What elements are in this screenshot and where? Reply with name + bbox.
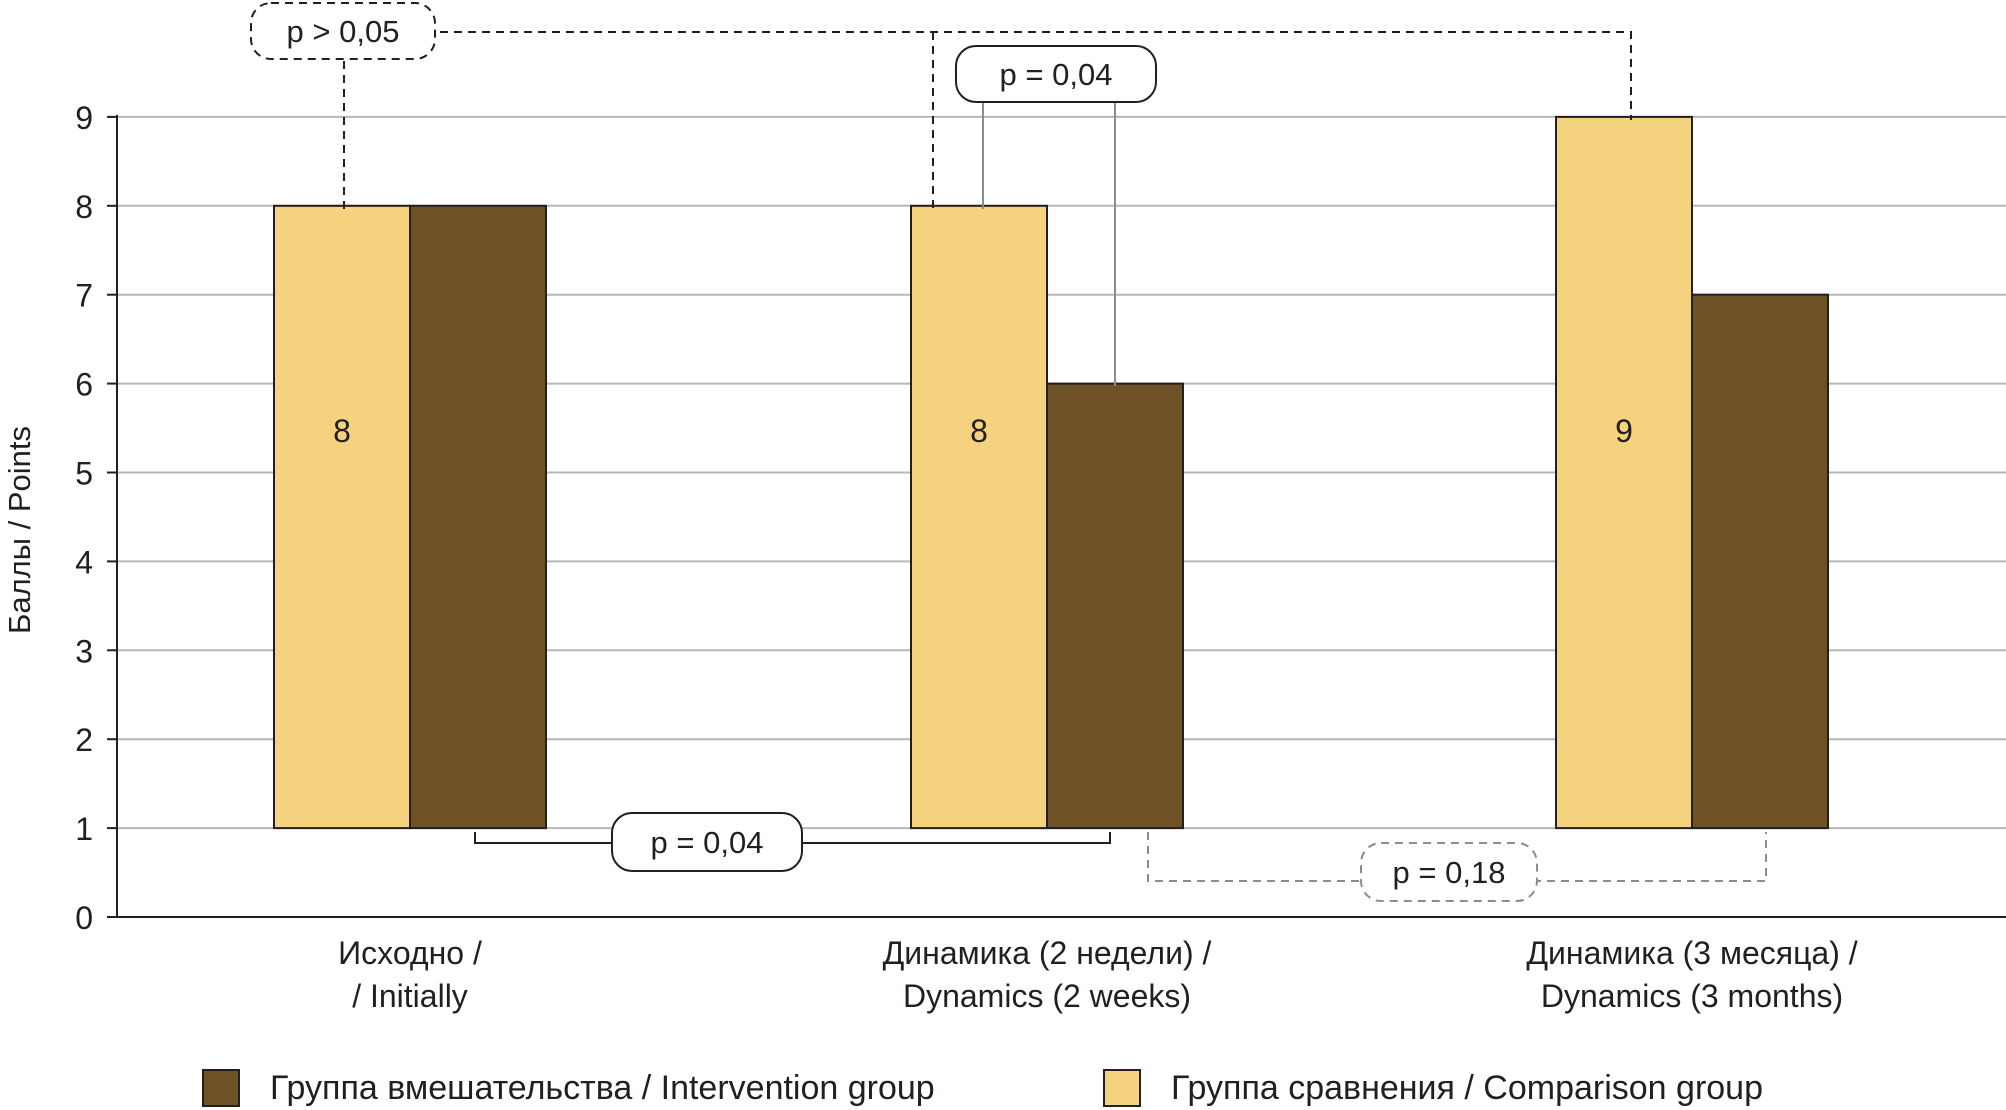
bar-intervention [1046,382,1184,830]
y-axis: 0 1 2 3 4 5 6 7 8 9 [75,100,118,936]
bar-comparison [910,204,1048,830]
y-tick-label: 9 [75,100,93,136]
bars: 8 8 9 [273,115,1829,830]
legend-swatch-intervention [202,1069,240,1107]
significance-annotations: p > 0,05 p = 0,04 p = 0,04 p = 0,18 [250,2,1767,902]
bar-comparison [273,204,411,830]
bracket-line [440,31,1632,120]
data-label: 8 [333,413,351,449]
x-tick-label: Исходно / [338,935,482,971]
legend-label-intervention: Группа вмешательства / Intervention grou… [270,1068,935,1107]
x-tick-label: Dynamics (3 months) [1541,978,1843,1014]
bar-intervention [409,204,547,830]
legend-label-comparison: Группа сравнения / Comparison group [1171,1068,1763,1107]
data-label: 9 [1615,413,1633,449]
y-axis-label: Баллы / Points [2,426,37,634]
p-value-box [611,812,803,872]
y-tick-label: 6 [75,367,93,403]
bar-intervention [1691,293,1829,830]
p-value-box [250,2,436,60]
x-tick-label: Dynamics (2 weeks) [903,978,1191,1014]
p-value-box [955,45,1157,103]
y-tick-label: 8 [75,189,93,225]
y-tick-label: 1 [75,811,93,847]
p-value-label: p = 0,04 [1000,57,1113,92]
y-tick-label: 4 [75,544,93,580]
y-tick-label: 5 [75,456,93,492]
legend-item-comparison: Группа сравнения / Comparison group [1103,1066,1763,1110]
p-value-box [1360,842,1538,902]
data-label: 8 [970,413,988,449]
x-tick-label: / Initially [352,978,468,1014]
p-value-label: p = 0,04 [651,825,764,860]
p-value-label: p > 0,05 [287,14,400,49]
bar-chart: 0 1 2 3 4 5 6 7 8 9 Баллы / Points 8 8 9 Исходно / /… [2,2,2006,1014]
y-tick-label: 0 [75,900,93,936]
legend-item-intervention: Группа вмешательства / Intervention grou… [202,1066,935,1110]
y-tick-label: 7 [75,278,93,314]
bar-comparison [1555,115,1693,830]
y-tick-label: 3 [75,633,93,669]
x-axis: Исходно / / Initially Динамика (2 недели) … [117,916,2006,1014]
x-tick-label: Динамика (3 месяца) / [1526,935,1857,971]
x-tick-label: Динамика (2 недели) / [883,935,1212,971]
p-value-label: p = 0,18 [1393,855,1506,890]
y-tick-label: 2 [75,722,93,758]
legend-swatch-comparison [1103,1069,1141,1107]
